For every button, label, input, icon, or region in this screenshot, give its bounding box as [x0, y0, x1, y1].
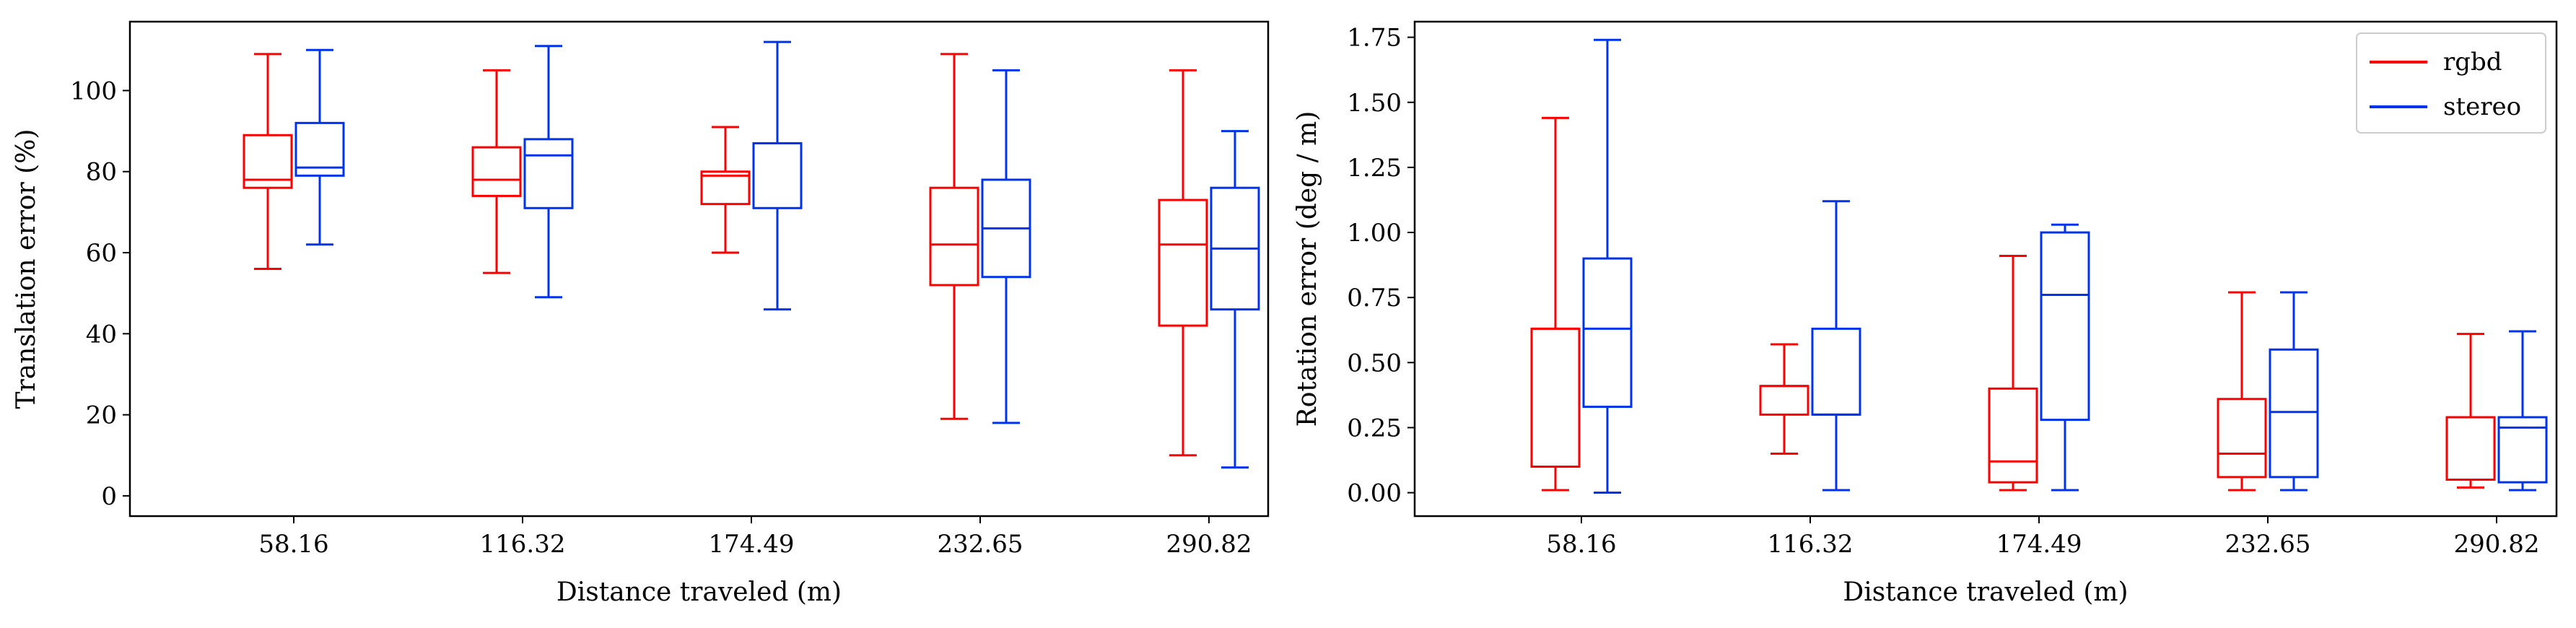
y-tick-label: 60	[86, 239, 117, 268]
box-rgbd	[243, 53, 293, 270]
box-iqr	[243, 134, 293, 189]
box-iqr	[1988, 387, 2038, 484]
box-iqr	[2040, 231, 2090, 422]
y-tick-label: 1.75	[1347, 24, 1402, 53]
y-tick-label: 1.50	[1347, 89, 1402, 118]
x-axis-label: Distance traveled (m)	[556, 577, 842, 607]
y-tick-label: 0.50	[1347, 349, 1402, 378]
x-tick-label: 290.82	[2454, 530, 2540, 559]
box-iqr	[294, 121, 345, 177]
x-tick-label: 116.32	[480, 530, 566, 559]
y-tick-label: 100	[70, 77, 117, 105]
y-tick-label: 20	[86, 401, 117, 430]
y-tick-label: 1.25	[1347, 154, 1402, 183]
box-stereo	[1210, 130, 1260, 469]
box-iqr	[1811, 327, 1861, 416]
box-stereo	[523, 45, 574, 299]
box-rgbd	[1530, 116, 1581, 492]
box-iqr	[1759, 385, 1809, 416]
box-stereo	[1582, 38, 1633, 494]
box-iqr	[700, 170, 751, 206]
y-tick-label: 0.00	[1347, 479, 1402, 508]
y-axis-label: Rotation error (deg / m)	[1293, 111, 1322, 427]
box-stereo	[1811, 200, 1861, 492]
box-rgbd	[1759, 343, 1809, 455]
translation-error-chart: 0 20 40 60 80 100 58.16 116.32 174.49 232.65 290.8…	[12, 20, 1270, 607]
x-tick-label: 116.32	[1768, 530, 1854, 559]
legend-label-rgbd: rgbd	[2443, 48, 2502, 77]
rotation-error-chart: 0.00 0.25 0.50 0.75 1.00 1.25 1.50 1.75 58.16 116…	[1293, 20, 2558, 607]
box-iqr	[2217, 398, 2267, 479]
box-stereo	[294, 48, 345, 246]
box-rgbd	[471, 69, 522, 274]
y-axis-label: Translation error (%)	[12, 129, 41, 409]
box-iqr	[1158, 199, 1208, 327]
box-iqr	[752, 141, 803, 209]
box-stereo	[2269, 291, 2319, 492]
x-tick-label: 58.16	[258, 530, 328, 559]
box-iqr	[1530, 327, 1581, 468]
plot-frame	[1413, 20, 2558, 518]
x-tick-label: 232.65	[938, 530, 1023, 559]
x-tick-label: 174.49	[1996, 530, 2082, 559]
box-rgbd	[2217, 291, 2267, 492]
box-iqr	[929, 186, 979, 287]
box-iqr	[2269, 348, 2319, 479]
x-axis-label: Distance traveled (m)	[1843, 577, 2128, 607]
box-rgbd	[2445, 333, 2496, 489]
box-rgbd	[700, 126, 751, 254]
box-iqr	[523, 138, 574, 209]
box-iqr	[2497, 416, 2548, 484]
y-tick-label: 0.75	[1347, 284, 1402, 313]
box-stereo	[2040, 223, 2090, 492]
legend: rgbd stereo	[2356, 32, 2546, 134]
y-tick-label: 80	[86, 158, 117, 187]
box-stereo	[981, 69, 1031, 424]
legend-label-stereo: stereo	[2443, 92, 2521, 121]
y-tick-label: 40	[86, 320, 117, 349]
box-stereo	[752, 40, 803, 311]
y-tick-label: 0	[101, 482, 117, 511]
box-stereo	[2497, 330, 2548, 492]
plot-frame	[128, 20, 1270, 518]
x-tick-label: 58.16	[1546, 530, 1616, 559]
y-tick-label: 0.25	[1347, 414, 1402, 442]
x-tick-label: 174.49	[709, 530, 795, 559]
x-tick-label: 232.65	[2225, 530, 2311, 559]
box-iqr	[471, 146, 522, 197]
box-rgbd	[929, 53, 979, 420]
box-iqr	[2445, 416, 2496, 481]
box-iqr	[1582, 257, 1633, 409]
box-rgbd	[1158, 69, 1208, 457]
x-tick-label: 290.82	[1166, 530, 1252, 559]
box-rgbd	[1988, 254, 2038, 492]
y-tick-label: 1.00	[1347, 219, 1402, 248]
